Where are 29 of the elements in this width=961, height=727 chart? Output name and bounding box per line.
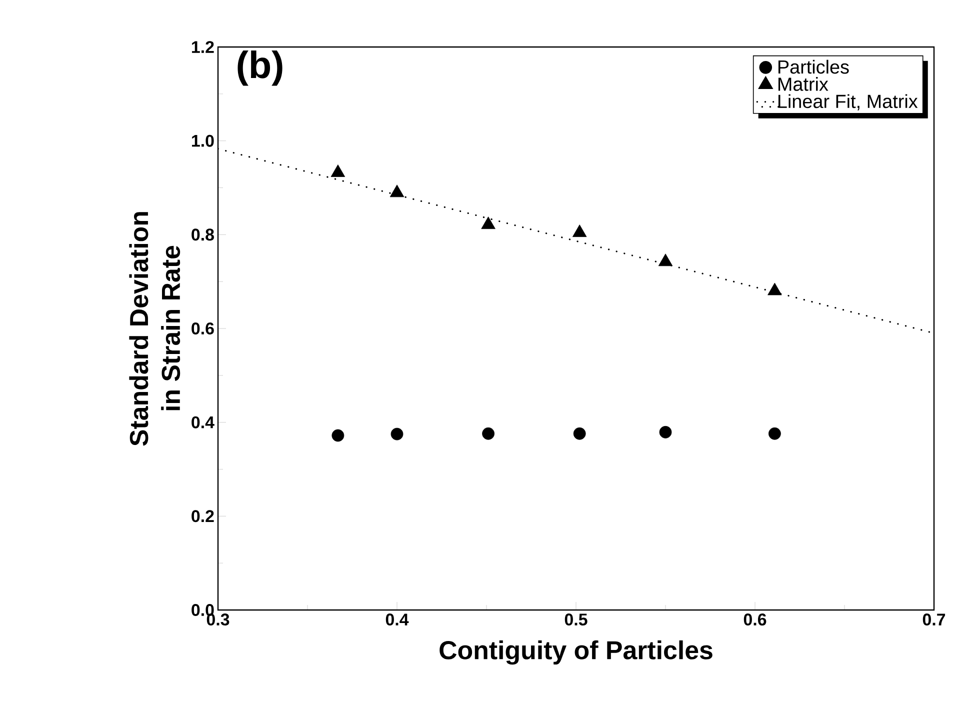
point <box>573 427 586 440</box>
point <box>768 427 781 440</box>
y-axis-title: Standard Deviation in Strain Rate <box>129 212 180 446</box>
point <box>768 282 782 296</box>
point <box>330 164 346 177</box>
point <box>481 216 496 230</box>
x-tick-label: 0.6 <box>744 614 766 626</box>
legend-label: Particles <box>778 60 849 74</box>
y-tick-label: 0.8 <box>192 228 214 241</box>
legend-label: Linear Fit, Matrix <box>778 94 918 110</box>
x-axis-title: Contiguity of Particles <box>440 640 712 665</box>
x-tick-label: 0.5 <box>564 614 588 626</box>
x-tick-label: 0.3 <box>206 614 230 626</box>
point <box>659 426 672 438</box>
y-tick-label: 0.6 <box>192 322 214 334</box>
y-tick-label: 0.4 <box>192 416 214 428</box>
x-tick-label: 0.4 <box>386 614 409 626</box>
point <box>482 427 494 440</box>
point <box>332 429 344 442</box>
point <box>390 428 404 440</box>
annotation: (b) <box>238 50 282 86</box>
y-tick-label: 0.2 <box>192 510 214 522</box>
x-tick-label: 0.7 <box>922 614 946 626</box>
y-tick-label: 1.2 <box>192 41 214 53</box>
point <box>658 254 673 266</box>
point <box>572 224 587 237</box>
legend-label: Matrix <box>778 77 828 91</box>
y-tick-label: 1.0 <box>192 134 214 147</box>
point <box>390 184 404 198</box>
